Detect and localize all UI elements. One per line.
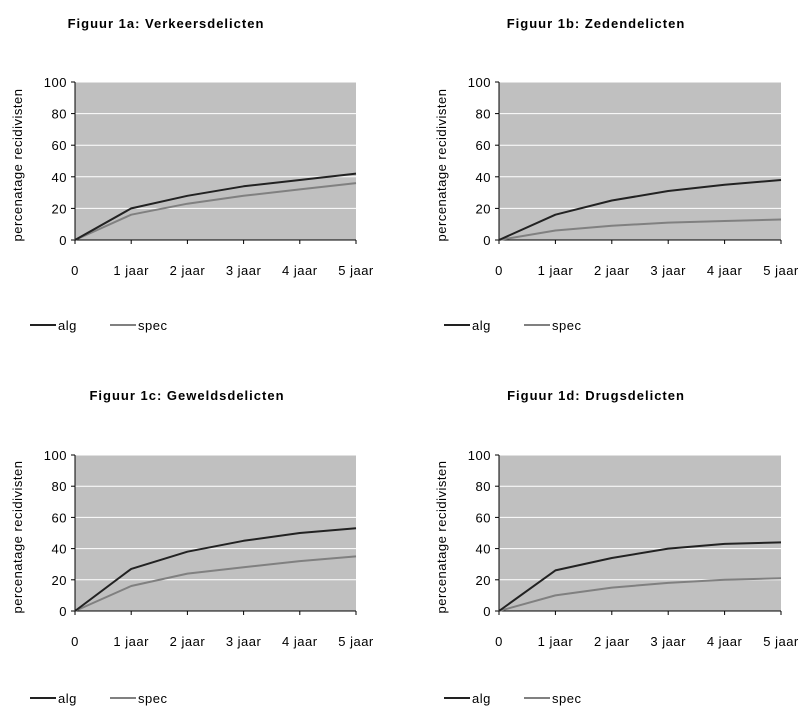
- x-tick-label: 2 jaar: [170, 263, 206, 278]
- chart-panel-3: Figuur 1c: Geweldsdelicten 0 20 40 60 80 100 0 1…: [10, 388, 374, 706]
- y-tick-label: 40: [476, 542, 491, 557]
- plot-area: [499, 82, 781, 240]
- series-line-alg: [498, 179, 782, 241]
- x-tick-label: 5 jaar: [763, 263, 799, 278]
- y-tick-label: 40: [52, 170, 67, 185]
- chart-title: Figuur 1c: Geweldsdelicten: [89, 388, 284, 403]
- y-axis-label: percenatage recidivisten: [10, 461, 25, 614]
- y-tick-label: 60: [52, 138, 67, 153]
- x-tick-label: 0: [495, 263, 503, 278]
- chart-panel-1: Figuur 1a: Verkeersdelicten 0 20 40 60 80 100 0…: [10, 16, 374, 333]
- y-tick-label: 80: [52, 479, 67, 494]
- x-tick-label: 1 jaar: [538, 263, 574, 278]
- y-tick-label: 0: [483, 604, 491, 619]
- x-tick-label: 0: [71, 263, 79, 278]
- chart-title: Figuur 1a: Verkeersdelicten: [68, 16, 265, 31]
- x-tick-label: 5 jaar: [338, 634, 374, 649]
- series-line-spec: [74, 182, 357, 241]
- x-tick-label: 2 jaar: [170, 634, 206, 649]
- x-tick-label: 1 jaar: [113, 634, 149, 649]
- y-tick-label: 60: [52, 510, 67, 525]
- plot-area: [499, 455, 781, 611]
- x-tick-label: 2 jaar: [594, 263, 630, 278]
- x-tick-label: 3 jaar: [226, 634, 262, 649]
- chart-title: Figuur 1b: Zedendelicten: [507, 16, 686, 31]
- series-line-alg: [498, 541, 782, 612]
- x-tick-label: 3 jaar: [650, 263, 686, 278]
- legend-label-alg: alg: [472, 691, 491, 706]
- plot-area: [75, 455, 356, 611]
- series-line-spec: [498, 577, 782, 612]
- legend-label-alg: alg: [58, 318, 77, 333]
- x-tick-label: 3 jaar: [226, 263, 262, 278]
- x-tick-label: 3 jaar: [650, 634, 686, 649]
- y-tick-label: 20: [476, 573, 491, 588]
- series-line-alg: [74, 527, 357, 612]
- series-line-spec: [498, 218, 782, 241]
- y-tick-label: 20: [476, 201, 491, 216]
- y-tick-label: 100: [468, 448, 491, 463]
- y-tick-label: 60: [476, 138, 491, 153]
- y-tick-label: 80: [52, 107, 67, 122]
- x-tick-label: 4 jaar: [282, 634, 318, 649]
- x-tick-label: 0: [495, 634, 503, 649]
- legend-label-spec: spec: [552, 691, 581, 706]
- y-axis-label: percenatage recidivisten: [434, 89, 449, 242]
- y-tick-label: 20: [52, 201, 67, 216]
- x-tick-label: 4 jaar: [707, 263, 743, 278]
- x-tick-label: 1 jaar: [113, 263, 149, 278]
- x-tick-label: 1 jaar: [538, 634, 574, 649]
- y-tick-label: 40: [476, 170, 491, 185]
- legend-label-spec: spec: [138, 318, 167, 333]
- chart-title: Figuur 1d: Drugsdelicten: [507, 388, 685, 403]
- x-tick-label: 5 jaar: [763, 634, 799, 649]
- y-tick-label: 100: [44, 75, 67, 90]
- chart-panel-4: Figuur 1d: Drugsdelicten 0 20 40 60 80 100 0 1 j…: [434, 388, 799, 706]
- legend-label-spec: spec: [552, 318, 581, 333]
- x-tick-label: 2 jaar: [594, 634, 630, 649]
- x-tick-label: 0: [71, 634, 79, 649]
- y-tick-label: 20: [52, 573, 67, 588]
- y-axis-label: percenatage recidivisten: [10, 89, 25, 242]
- y-tick-label: 80: [476, 107, 491, 122]
- y-tick-label: 0: [59, 604, 67, 619]
- y-tick-label: 0: [483, 233, 491, 248]
- y-tick-label: 0: [59, 233, 67, 248]
- legend-label-alg: alg: [58, 691, 77, 706]
- x-tick-label: 4 jaar: [707, 634, 743, 649]
- series-line-alg: [74, 172, 357, 241]
- y-tick-label: 100: [468, 75, 491, 90]
- x-tick-label: 5 jaar: [338, 263, 374, 278]
- chart-panel-2: Figuur 1b: Zedendelicten 0 20 40 60 80 100 0 1 j…: [434, 16, 799, 333]
- x-tick-label: 4 jaar: [282, 263, 318, 278]
- legend-label-spec: spec: [138, 691, 167, 706]
- series-line-spec: [74, 555, 357, 612]
- legend-label-alg: alg: [472, 318, 491, 333]
- y-tick-label: 80: [476, 479, 491, 494]
- y-tick-label: 60: [476, 510, 491, 525]
- y-axis-label: percenatage recidivisten: [434, 461, 449, 614]
- y-tick-label: 100: [44, 448, 67, 463]
- y-tick-label: 40: [52, 542, 67, 557]
